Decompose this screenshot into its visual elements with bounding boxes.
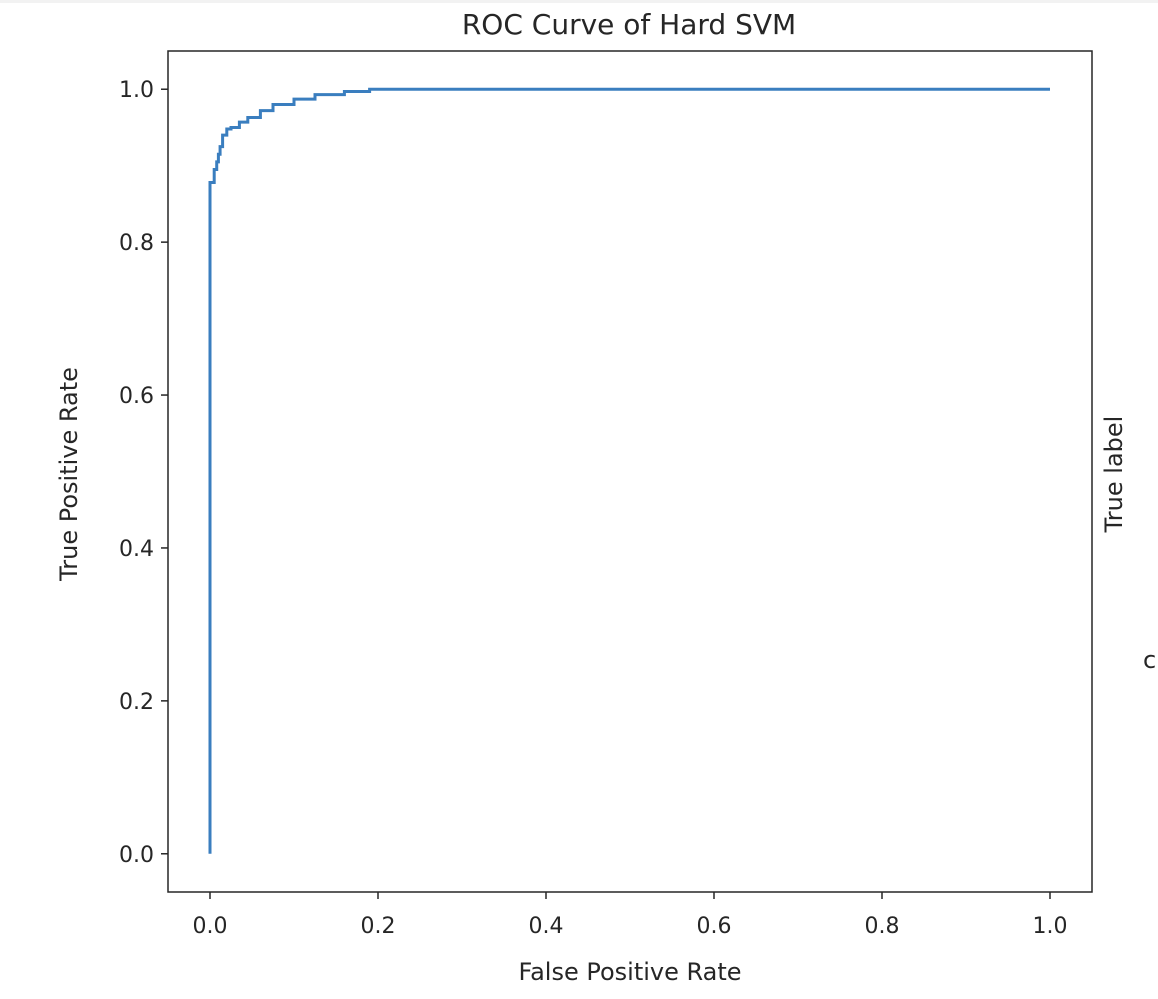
- y-axis-label: True Positive Rate: [55, 367, 83, 582]
- chart-title: ROC Curve of Hard SVM: [462, 8, 796, 41]
- x-tick-label: 0.4: [529, 914, 564, 939]
- x-tick-label: 0.6: [697, 914, 732, 939]
- x-tick-label: 0.2: [361, 914, 396, 939]
- x-axis-ticks: 0.0 0.2 0.4 0.6 0.8 1.0: [193, 892, 1068, 939]
- x-axis-label: False Positive Rate: [518, 958, 741, 986]
- y-tick-label: 0.4: [119, 537, 154, 562]
- y-tick-label: 0.8: [119, 231, 154, 256]
- y-tick-label: 0.6: [119, 384, 154, 409]
- side-char-fragment: c: [1143, 646, 1156, 674]
- y-tick-label: 1.0: [119, 78, 154, 103]
- top-strip: [0, 0, 1158, 3]
- x-tick-label: 0.0: [193, 914, 228, 939]
- x-tick-label: 0.8: [865, 914, 900, 939]
- y-axis-ticks: 0.0 0.2 0.4 0.6 0.8 1.0: [119, 78, 168, 868]
- y-tick-label: 0.0: [119, 843, 154, 868]
- y-tick-label: 0.2: [119, 690, 154, 715]
- x-tick-label: 1.0: [1033, 914, 1068, 939]
- plot-frame: [167, 50, 1093, 893]
- roc-curve-line: [208, 87, 1050, 854]
- side-ylabel-fragment: True label: [1100, 416, 1128, 534]
